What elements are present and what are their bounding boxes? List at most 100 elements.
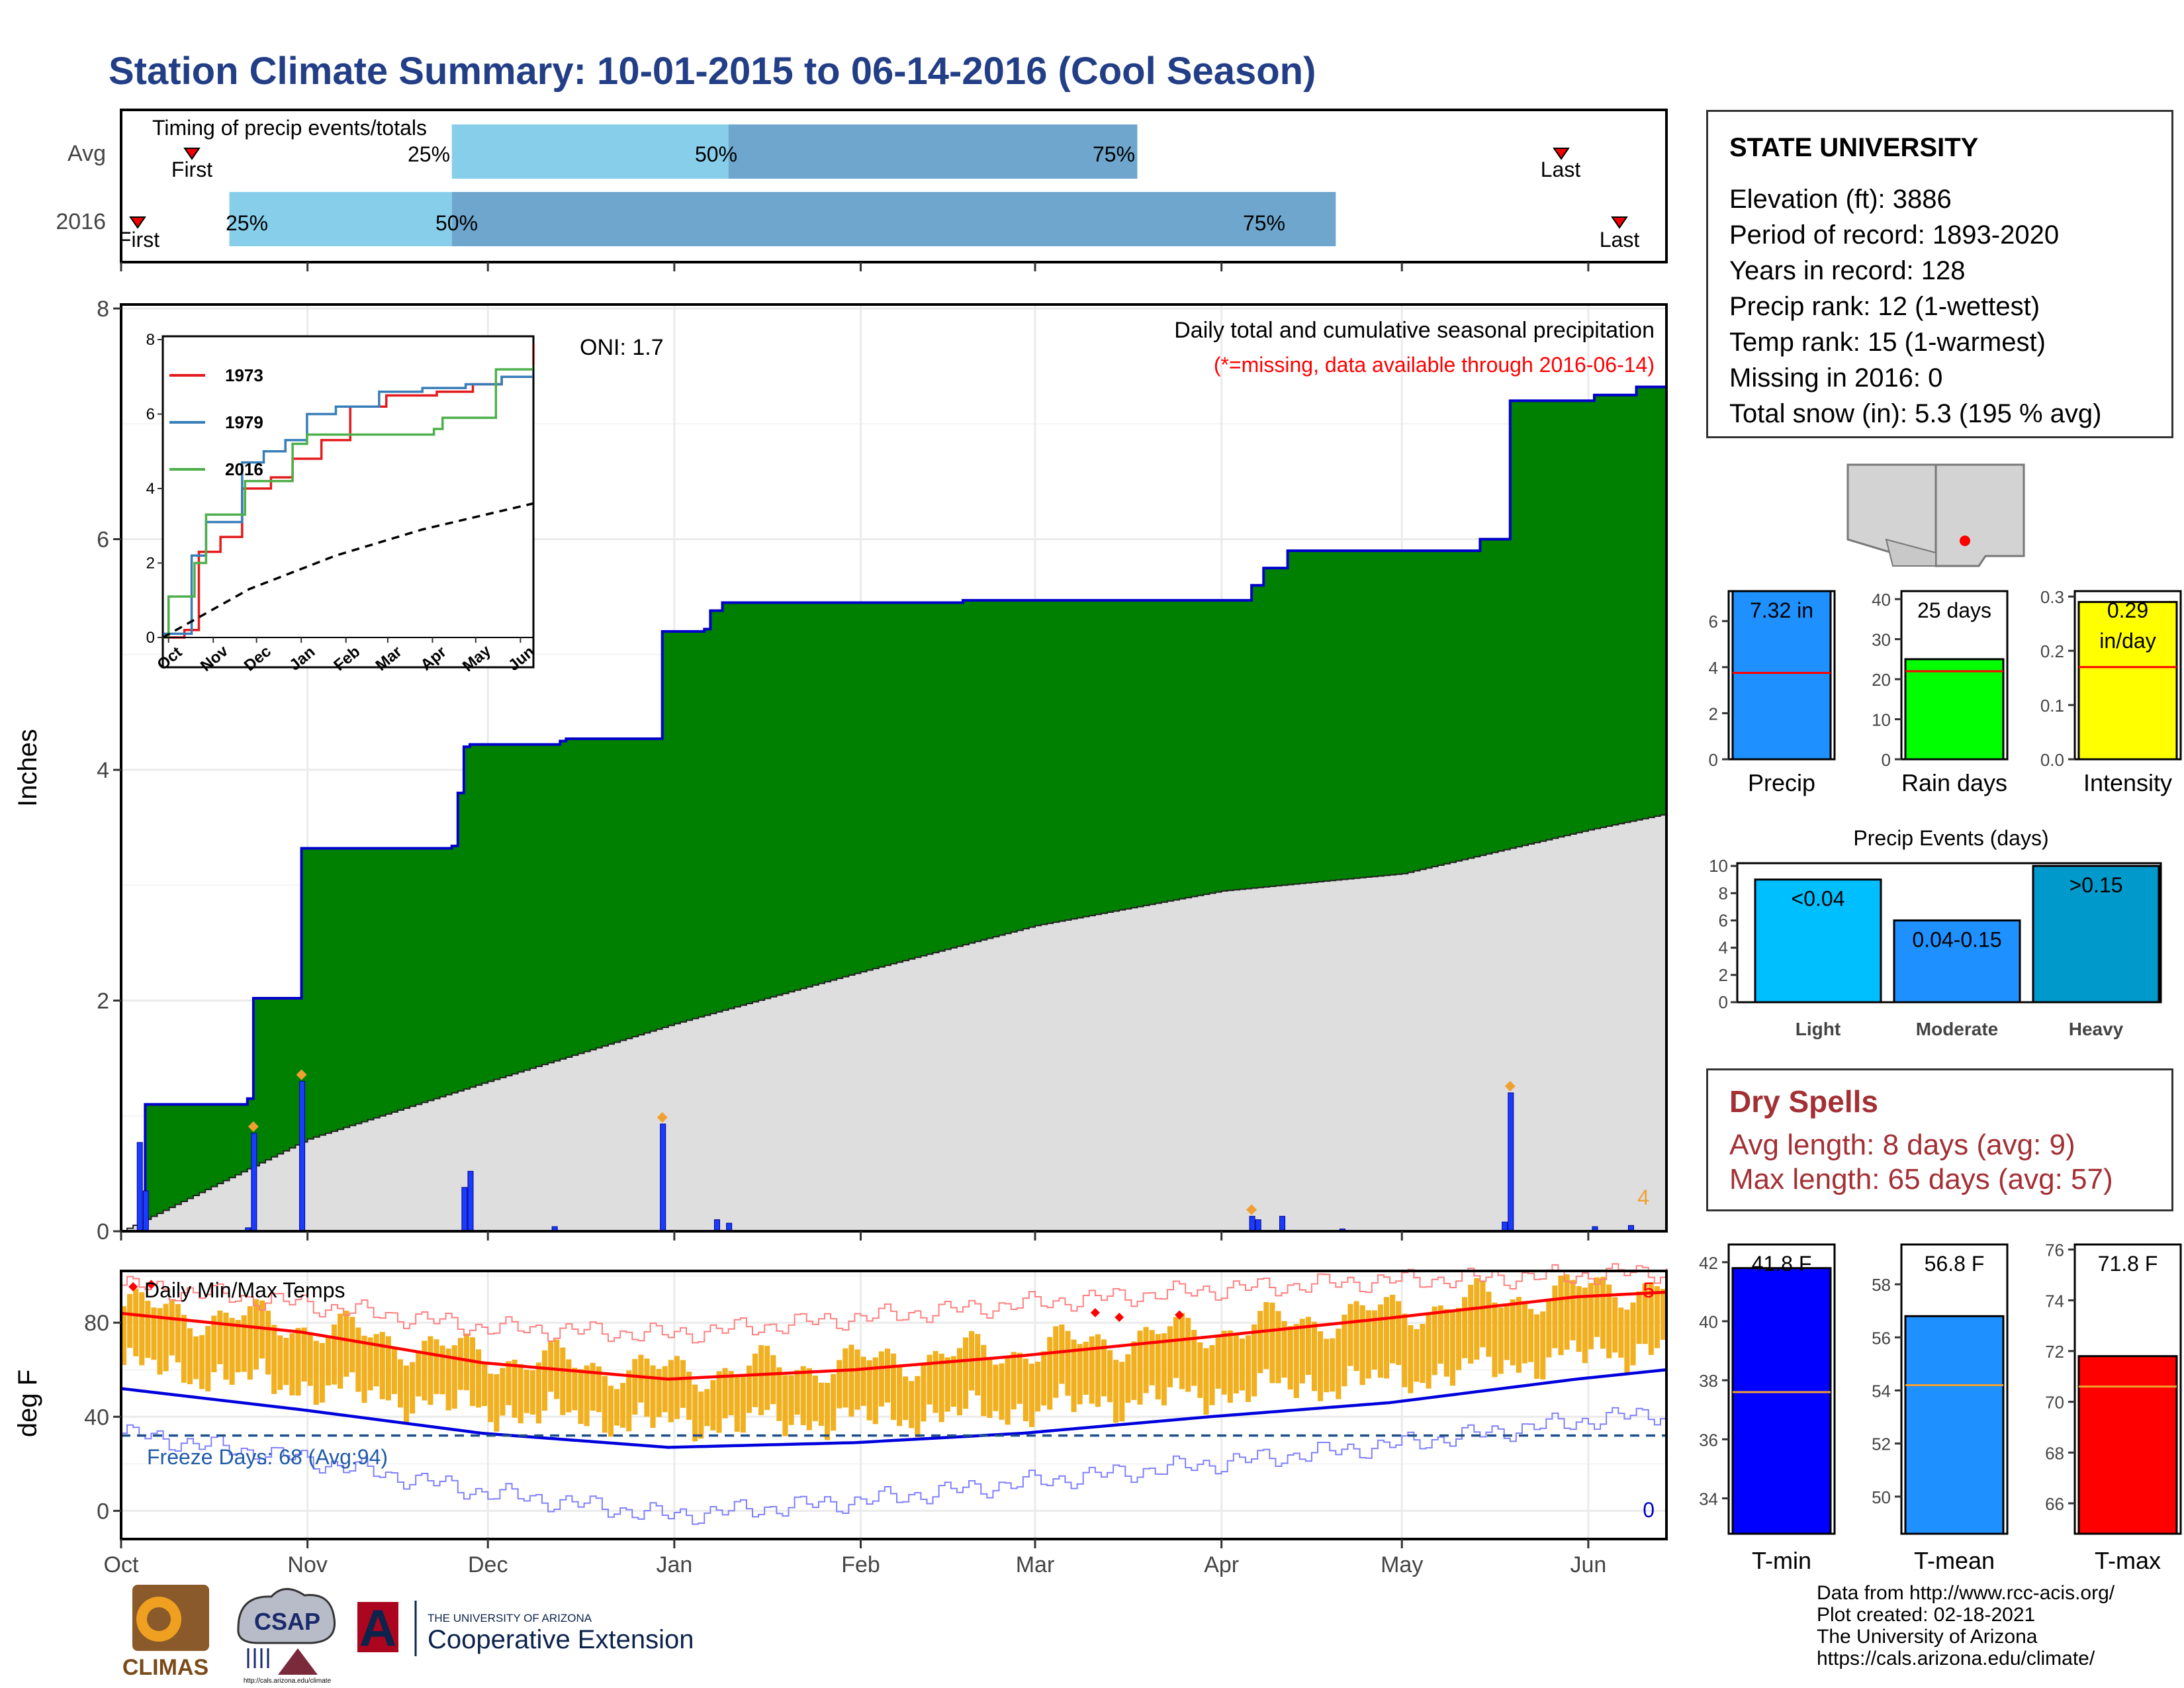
csap-logo: CSAP http://cals.arizona.edu/climate xyxy=(237,1588,336,1685)
precip-value: 7.32 in xyxy=(1750,598,1813,622)
daily-temp-bar xyxy=(1600,1276,1606,1349)
temp-title: Daily Min/Max Temps xyxy=(144,1278,345,1302)
intensity-chart: 0.29 in/day 0.0 0.1 0.2 0.3 Intensity xyxy=(2040,587,2182,796)
daily-temp-bar xyxy=(668,1360,674,1423)
normal-max-line xyxy=(120,1290,1667,1381)
daily-temp-bar xyxy=(205,1326,211,1391)
events-bar-label: Light xyxy=(1796,1019,1841,1039)
daily-temp-bar xyxy=(1233,1335,1239,1393)
daily-temp-bar xyxy=(488,1374,494,1423)
daily-temp-bar xyxy=(1083,1341,1089,1395)
daily-temp-bar xyxy=(770,1355,776,1405)
daily-temp-bar xyxy=(933,1350,938,1413)
daily-temp-bar xyxy=(1377,1304,1383,1378)
record-high-marker xyxy=(128,1282,138,1291)
intensity-ytick-label: 0.2 xyxy=(2040,641,2064,661)
ua-logo: A THE UNIVERSITY OF ARIZONA Cooperative … xyxy=(357,1599,694,1657)
daily-temp-bar xyxy=(1293,1324,1299,1399)
daily-temp-bar xyxy=(866,1360,872,1421)
daily-temp-bar xyxy=(1342,1314,1347,1387)
daily-temp-bar xyxy=(397,1359,404,1408)
climas-text: CLIMAS xyxy=(122,1655,208,1680)
daily-temp-bar xyxy=(1215,1336,1221,1389)
temp-count-max: 5 xyxy=(1643,1278,1655,1302)
daily-temp-bar xyxy=(897,1364,903,1427)
daily-temp-bar xyxy=(848,1344,854,1417)
intensity-bar xyxy=(2077,600,2178,761)
daily-temp-bar xyxy=(1318,1331,1324,1401)
daily-temp-bar xyxy=(1305,1317,1311,1376)
precip-panel: Inches 0 2 4 6 8 ONI: 1.7 Daily total and cu… xyxy=(13,297,1668,1244)
daily-temp-bar xyxy=(169,1300,175,1356)
events-plot: 0 2 4 6 8 10 <0.04 Light 0.04-0.15 Moderate >0.15 H… xyxy=(1709,856,2160,1039)
ua-letter: A xyxy=(359,1599,396,1657)
rain-days-ytick-label: 20 xyxy=(1872,670,1891,690)
daily-temp-bar xyxy=(728,1371,734,1415)
temp-ytick-label: 40 xyxy=(84,1405,109,1430)
station-years: Years in record: 128 xyxy=(1729,256,1966,285)
intensity-ytick-label: 0.1 xyxy=(2040,696,2064,716)
daily-temp-bar xyxy=(331,1324,338,1385)
station-precip-rank: Precip rank: 12 (1-wettest) xyxy=(1729,292,2040,321)
daily-temp-bar xyxy=(794,1370,800,1415)
daily-temp-bar xyxy=(999,1363,1005,1420)
daily-temp-bar xyxy=(1570,1280,1576,1340)
inset-series-2016 xyxy=(163,365,535,639)
events-ytick-label: 2 xyxy=(1719,965,1728,985)
intensity-ytick-label: 0.0 xyxy=(2040,750,2064,770)
daily-temp-bar xyxy=(1437,1305,1443,1364)
daily-temp-bar xyxy=(1107,1350,1113,1403)
daily-temp-bar xyxy=(361,1335,367,1403)
month-label: Mar xyxy=(1016,1552,1055,1577)
timing-2016-75: 75% xyxy=(1243,211,1285,235)
temp-ytick-label: 0 xyxy=(97,1499,109,1524)
daily-temp-bar xyxy=(956,1348,962,1416)
inset-legend-1973: 1973 xyxy=(225,365,263,385)
daily-temp-bar xyxy=(674,1356,680,1419)
month-label: Oct xyxy=(104,1552,139,1577)
daily-temp-bar xyxy=(764,1346,770,1411)
daily-precip-bar xyxy=(660,1123,666,1232)
daily-temp-bar xyxy=(265,1310,271,1375)
daily-temp-bar xyxy=(1347,1303,1353,1366)
daily-temp-bar xyxy=(578,1369,584,1425)
daily-temp-bar xyxy=(921,1364,927,1422)
tmean-value: 56.8 F xyxy=(1925,1252,1985,1276)
daily-precip-bar xyxy=(142,1190,149,1232)
daily-temp-bar xyxy=(1510,1299,1516,1366)
daily-temp-bar xyxy=(1246,1335,1251,1402)
daily-temp-bar xyxy=(590,1362,596,1411)
daily-precip-bar xyxy=(299,1080,306,1232)
tmax-value: 71.8 F xyxy=(2098,1252,2158,1276)
month-label: Jan xyxy=(656,1552,692,1577)
daily-temp-bar xyxy=(1414,1329,1420,1382)
data-credits: Data from http://www.rcc-acis.org/ Plot … xyxy=(1817,1582,2115,1669)
events-bar-value: <0.04 xyxy=(1792,887,1845,911)
timing-2016-25: 25% xyxy=(226,211,268,235)
daily-temp-bar xyxy=(1540,1311,1546,1380)
daily-temp-bar xyxy=(698,1391,704,1439)
daily-temp-bar xyxy=(1624,1309,1630,1373)
tmean-ytick-label: 54 xyxy=(1872,1382,1891,1401)
daily-temp-bar xyxy=(1420,1323,1426,1383)
ua-extension: Cooperative Extension xyxy=(428,1625,694,1654)
daily-temp-bar xyxy=(512,1360,518,1418)
daily-temp-bar xyxy=(1077,1344,1083,1405)
daily-temp-bar xyxy=(319,1342,325,1403)
daily-temp-bar xyxy=(1053,1326,1059,1398)
daily-temp-bar xyxy=(566,1359,572,1413)
events-ytick-label: 6 xyxy=(1719,910,1728,930)
daily-temp-bar xyxy=(1028,1363,1035,1427)
precip-subtitle: Daily total and cumulative seasonal prec… xyxy=(1174,318,1655,343)
tmax-ytick-label: 66 xyxy=(2045,1494,2064,1514)
daily-temp-bar xyxy=(884,1348,890,1403)
daily-temp-bar xyxy=(632,1359,638,1415)
daily-temp-bar xyxy=(626,1370,632,1432)
daily-temp-bar xyxy=(872,1357,878,1425)
daily-temp-bar xyxy=(451,1345,457,1409)
daily-temp-bar xyxy=(355,1327,361,1392)
daily-temp-bar xyxy=(818,1382,825,1427)
daily-temp-bar xyxy=(1113,1360,1119,1423)
intensity-value: 0.29 xyxy=(2107,598,2148,622)
precip-ytick-label: 4 xyxy=(97,758,109,783)
